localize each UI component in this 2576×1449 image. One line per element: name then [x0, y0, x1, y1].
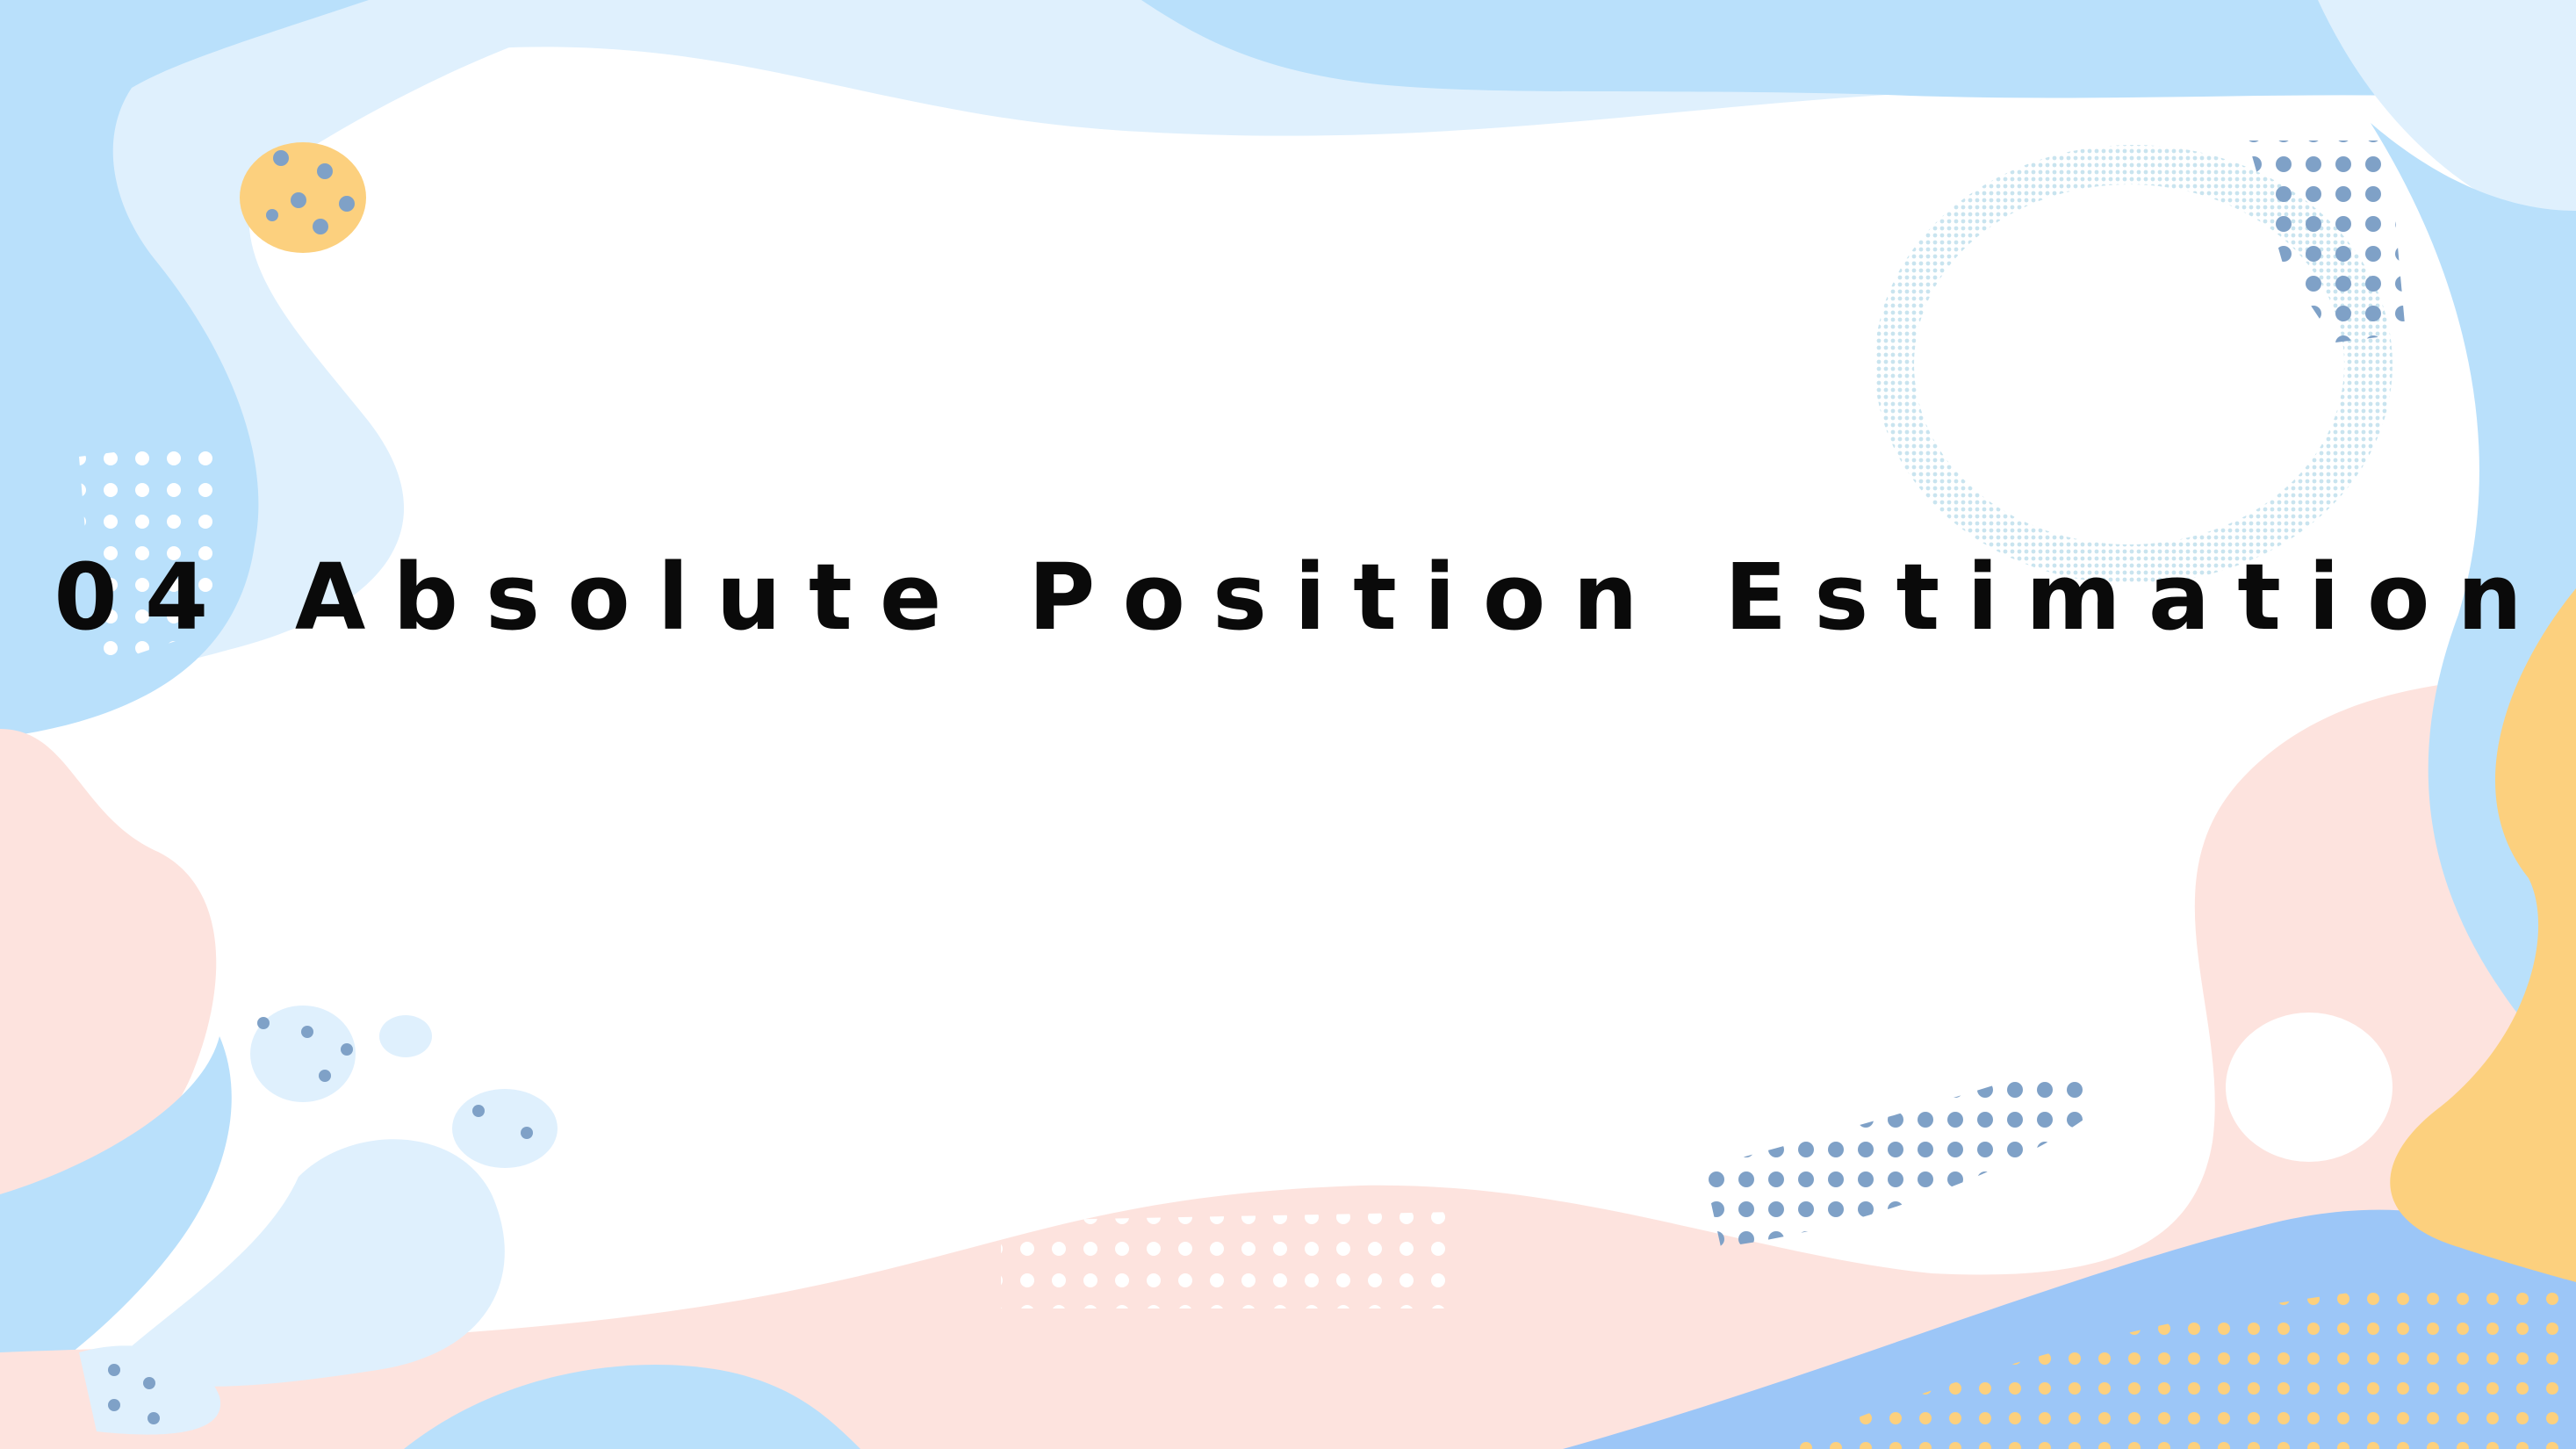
left-blob-blue-lower [0, 1036, 232, 1405]
bottom-blob-blue [404, 1365, 860, 1449]
dots-top-right [2248, 141, 2406, 342]
dots-bottom-right-yellow [1800, 1273, 2576, 1449]
dots-bottom-white [1001, 1212, 1457, 1308]
pale-blob-small-3 [452, 1089, 558, 1168]
dots-bottom-right-center [1703, 1069, 2097, 1247]
right-blob-yellow [2390, 588, 2576, 1282]
pale-blob-large [105, 1139, 505, 1387]
slide-title: 04 Absolute Position Estimation [54, 544, 2550, 651]
pale-blob-small-2 [379, 1015, 432, 1057]
left-blob-peach [0, 729, 217, 1212]
ring-inner [1914, 184, 2344, 544]
top-right-blob [2318, 0, 2576, 237]
white-circle [2226, 1013, 2393, 1162]
top-blob-blue [1141, 0, 2576, 105]
dots-left-white [79, 439, 219, 667]
